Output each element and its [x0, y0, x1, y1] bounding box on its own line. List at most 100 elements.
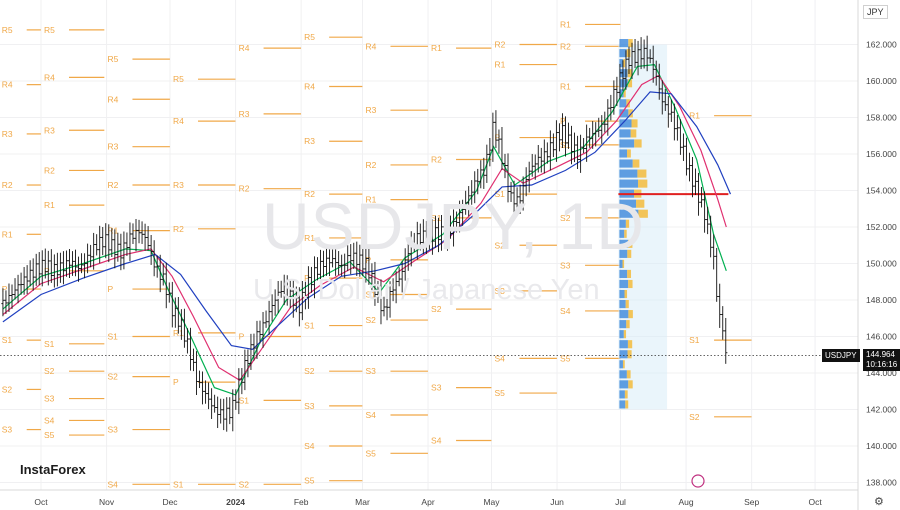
pivot-label: R4 — [2, 80, 13, 90]
volume-bar — [619, 249, 628, 258]
volume-bar — [619, 89, 624, 98]
volume-bar — [638, 179, 648, 188]
pivot-label: R4 — [239, 43, 250, 53]
volume-bar — [623, 89, 626, 98]
volume-bar — [619, 370, 627, 379]
x-tick-label: Feb — [294, 497, 309, 507]
pivot-label: R3 — [107, 142, 118, 152]
volume-bar — [619, 380, 629, 389]
volume-bar — [631, 119, 638, 128]
pivot-label: R4 — [173, 116, 184, 126]
pivot-label: S1 — [107, 332, 118, 342]
last-price-tag: USDJPY 144.964 10:16:16 — [822, 349, 900, 371]
pivot-label: S2 — [365, 315, 376, 325]
pivot-label: S3 — [431, 383, 442, 393]
volume-bar — [619, 289, 625, 299]
pivot-label: P — [44, 266, 50, 276]
price-tag-symbol: USDJPY — [822, 349, 860, 362]
volume-bar — [622, 259, 625, 268]
ema-slow-line — [2, 91, 732, 350]
y-tick-label: 138.000 — [866, 478, 897, 488]
pivot-label: R1 — [304, 233, 315, 243]
x-tick-label: Mar — [355, 497, 370, 507]
volume-bar — [627, 340, 633, 349]
pivot-label: P — [304, 273, 310, 283]
pivot-label: S5 — [560, 353, 571, 363]
volume-bar — [630, 129, 637, 138]
volume-bar — [628, 109, 633, 118]
event-marker-icon[interactable] — [691, 474, 705, 488]
price-axis: 162.000 160.000 158.000 156.000 154.000 152.0… — [857, 0, 897, 510]
volume-bar — [628, 310, 633, 319]
ema-mid-line — [2, 74, 727, 382]
pivot-label: R4 — [44, 72, 55, 82]
price-value: 144.964 — [866, 350, 895, 359]
pivot-label: R5 — [173, 74, 184, 84]
pivot-label: S3 — [494, 286, 505, 296]
pivot-label: P — [560, 116, 566, 126]
pivot-label: P — [173, 377, 179, 387]
y-tick-label: 160.000 — [866, 76, 897, 86]
pivot-label: R4 — [304, 81, 315, 91]
pivot-label: R1 — [560, 81, 571, 91]
x-tick-label: Sep — [744, 497, 759, 507]
volume-bar — [619, 59, 624, 68]
pivot-label: S5 — [365, 448, 376, 458]
volume-bar — [619, 330, 624, 339]
pivot-label: S4 — [107, 479, 118, 489]
currency-button[interactable]: JPY — [863, 5, 888, 19]
y-tick-label: 156.000 — [866, 149, 897, 159]
volume-bar — [619, 400, 626, 409]
x-tick-label: 2024 — [226, 497, 245, 507]
y-tick-label: 154.000 — [866, 186, 897, 196]
brand-logo: InstaForex — [20, 462, 86, 477]
x-tick-label: Dec — [162, 497, 178, 507]
volume-bar — [619, 390, 625, 399]
y-tick-label: 162.000 — [866, 40, 897, 50]
pivot-label: S4 — [560, 306, 571, 316]
volume-bar — [627, 69, 632, 78]
y-tick-label: 158.000 — [866, 113, 897, 123]
pivot-label: R3 — [173, 180, 184, 190]
volume-bar — [619, 239, 629, 248]
x-tick-label: Aug — [679, 497, 694, 507]
volume-bar — [619, 149, 628, 158]
volume-bar — [638, 209, 648, 218]
y-tick-label: 140.000 — [866, 441, 897, 451]
pivot-label: S3 — [304, 401, 315, 411]
pivot-label: S2 — [431, 304, 442, 314]
volume-bar — [634, 139, 642, 148]
price-tag-value: 144.964 10:16:16 — [863, 349, 900, 371]
volume-bar — [625, 400, 629, 409]
volume-bar — [619, 159, 633, 168]
volume-bar — [627, 149, 631, 158]
volume-bar — [627, 79, 633, 88]
pivot-label: R1 — [560, 19, 571, 29]
x-tick-label: Nov — [99, 497, 115, 507]
volume-bar — [619, 219, 626, 228]
pivot-label: S3 — [107, 425, 118, 435]
pivot-label: R5 — [2, 25, 13, 35]
volume-bar — [637, 169, 647, 178]
volume-bar — [619, 79, 628, 88]
gear-icon[interactable]: ⚙ — [874, 496, 884, 508]
volume-bar — [619, 179, 639, 188]
volume-bar — [619, 259, 623, 268]
pivot-label: S4 — [365, 410, 376, 420]
pivot-label: R1 — [107, 226, 118, 236]
pivot-label: S2 — [107, 372, 118, 382]
x-tick-label: May — [483, 497, 500, 507]
pivot-label: S3 — [44, 394, 55, 404]
pivot-label: R2 — [107, 180, 118, 190]
pivot-label: R5 — [107, 54, 118, 64]
pivot-label: S1 — [173, 479, 184, 489]
volume-bar — [619, 310, 629, 319]
pivot-label: R3 — [44, 125, 55, 135]
volume-bar — [619, 360, 623, 369]
pivot-label: S1 — [239, 395, 250, 405]
pivot-label: S5 — [304, 476, 315, 486]
volume-bar — [622, 360, 625, 369]
pivot-label: S3 — [365, 366, 376, 376]
volume-bar — [627, 249, 632, 258]
